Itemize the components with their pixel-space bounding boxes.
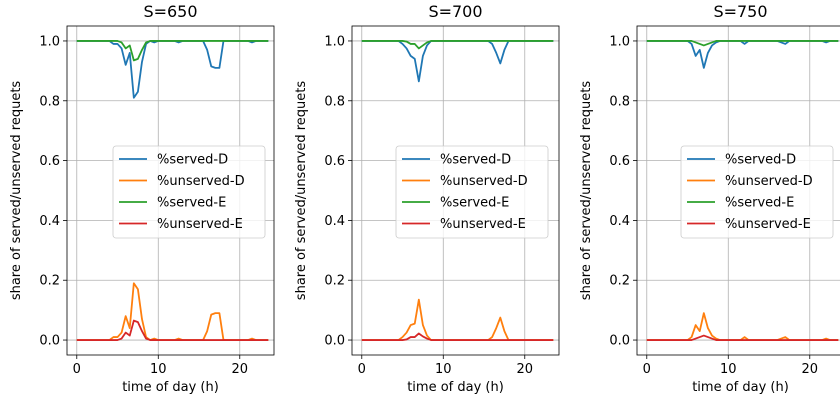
chart-panel-2: 0 10 20 0.0 0.2 0.4 0.6 0.8 1.0 S=700 time of day … xyxy=(294,2,560,395)
legend: %served-D %unserved-D %served-E %unserved-E xyxy=(112,145,266,239)
legend-label: %unserved-E xyxy=(157,217,243,232)
x-tick-label: 10 xyxy=(435,362,452,377)
y-tick-label: 0.0 xyxy=(39,334,60,349)
x-tick-label: 20 xyxy=(231,362,248,377)
legend: %served-D %unserved-D %served-E %unserved-E xyxy=(395,145,549,239)
y-tick-label: 0.0 xyxy=(609,334,630,349)
y-tick-label: 0.8 xyxy=(609,94,630,109)
chart-title: S=650 xyxy=(143,2,197,21)
y-tick-label: 0.6 xyxy=(324,154,345,169)
chart-title: S=750 xyxy=(713,2,767,21)
chart-title: S=700 xyxy=(428,2,482,21)
y-tick-label: 0.6 xyxy=(609,154,630,169)
y-tick-label: 0.2 xyxy=(609,274,630,289)
y-tick-label: 1.0 xyxy=(39,34,60,49)
legend-label: %served-D xyxy=(157,153,228,168)
series-line-unserved-e xyxy=(76,319,269,341)
x-tick-label: 10 xyxy=(720,362,737,377)
legend-label: %unserved-D xyxy=(725,174,813,189)
x-tick-label: 0 xyxy=(643,362,651,377)
chart-panel-1: 0 10 20 0.0 0.2 0.4 0.6 0.8 1.0 S=650 time of day … xyxy=(9,2,275,395)
series-line-unserved-e xyxy=(646,334,839,341)
x-tick-label: 20 xyxy=(516,362,533,377)
y-tick-label: 0.6 xyxy=(39,154,60,169)
y-tick-label: 0.2 xyxy=(39,274,60,289)
chart-panel-3: 0 10 20 0.0 0.2 0.4 0.6 0.8 1.0 S=750 time of day … xyxy=(579,2,840,395)
y-axis-label: share of served/unserved requets xyxy=(9,81,24,301)
x-axis-label: time of day (h) xyxy=(122,380,219,395)
series-line-served-e xyxy=(76,40,269,62)
y-tick-label: 0.4 xyxy=(609,214,630,229)
legend-label: %served-D xyxy=(440,153,511,168)
x-axis-label: time of day (h) xyxy=(692,380,789,395)
legend-label: %unserved-D xyxy=(440,174,528,189)
legend-label: %served-E xyxy=(157,196,226,211)
axes-frame xyxy=(636,25,840,356)
legend-label: %unserved-E xyxy=(440,217,526,232)
legend-box xyxy=(680,145,834,239)
series-line-unserved-e xyxy=(361,332,554,341)
y-tick-label: 0.8 xyxy=(324,94,345,109)
y-tick-label: 0.0 xyxy=(324,334,345,349)
legend-label: %unserved-E xyxy=(725,217,811,232)
y-tick-label: 0.2 xyxy=(324,274,345,289)
y-tick-label: 0.4 xyxy=(39,214,60,229)
axes-frame xyxy=(66,25,275,356)
legend-box xyxy=(395,145,549,239)
x-tick-label: 0 xyxy=(73,362,81,377)
legend-label: %served-E xyxy=(725,196,794,211)
y-axis-label: share of served/unserved requets xyxy=(294,81,309,301)
x-tick-label: 0 xyxy=(358,362,366,377)
y-tick-label: 1.0 xyxy=(609,34,630,49)
legend: %served-D %unserved-D %served-E %unserved-E xyxy=(680,145,834,239)
legend-box xyxy=(112,145,266,239)
legend-label: %served-E xyxy=(440,196,509,211)
x-tick-label: 10 xyxy=(150,362,167,377)
series-line-served-e xyxy=(361,40,554,50)
x-tick-label: 20 xyxy=(801,362,818,377)
x-axis-label: time of day (h) xyxy=(407,380,504,395)
legend-label: %served-D xyxy=(725,153,796,168)
y-tick-label: 0.8 xyxy=(39,94,60,109)
y-tick-label: 0.4 xyxy=(324,214,345,229)
y-tick-label: 1.0 xyxy=(324,34,345,49)
axes-frame xyxy=(351,25,560,356)
series-line-served-e xyxy=(646,40,839,47)
legend-label: %unserved-D xyxy=(157,174,245,189)
y-axis-label: share of served/unserved requets xyxy=(579,81,594,301)
